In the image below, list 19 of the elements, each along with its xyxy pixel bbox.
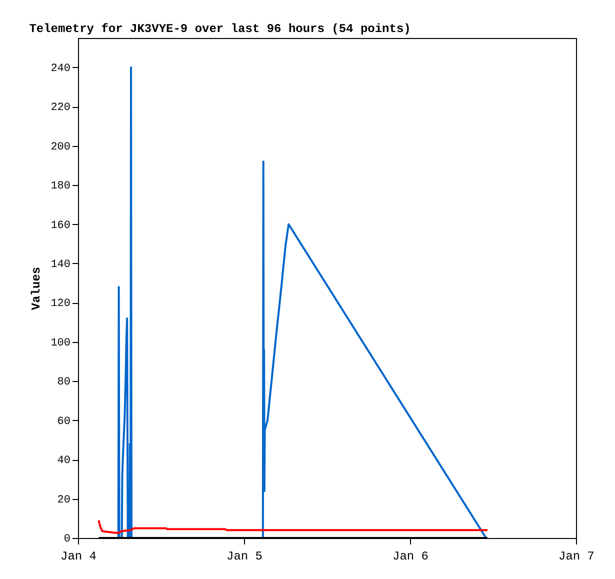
y-tick-label: 120	[50, 298, 70, 310]
y-tick-label: 140	[50, 258, 70, 271]
x-tick-label: Jan 6	[392, 550, 429, 564]
y-tick-label: 80	[57, 376, 70, 389]
x-tick-label: Jan 5	[226, 550, 263, 564]
y-tick-label: 220	[50, 102, 70, 114]
y-tick-label: 20	[57, 494, 70, 506]
x-tick-label: Jan 4	[60, 550, 97, 564]
y-tick-label: 100	[50, 337, 70, 350]
chart-title: Telemetry for JK3VYE-9 over last 96 hours (54 points)	[29, 22, 411, 36]
y-tick-label: 240	[50, 62, 70, 75]
y-tick-label: 40	[57, 455, 70, 468]
y-tick-label: 60	[57, 416, 70, 428]
y-tick-label: 200	[50, 141, 70, 154]
y-tick-label: 160	[50, 220, 70, 232]
x-tick-label: Jan 7	[558, 550, 595, 564]
y-tick-label: 0	[64, 534, 70, 546]
y-tick-label: 180	[50, 180, 70, 193]
y-axis-title: Values	[30, 266, 44, 310]
